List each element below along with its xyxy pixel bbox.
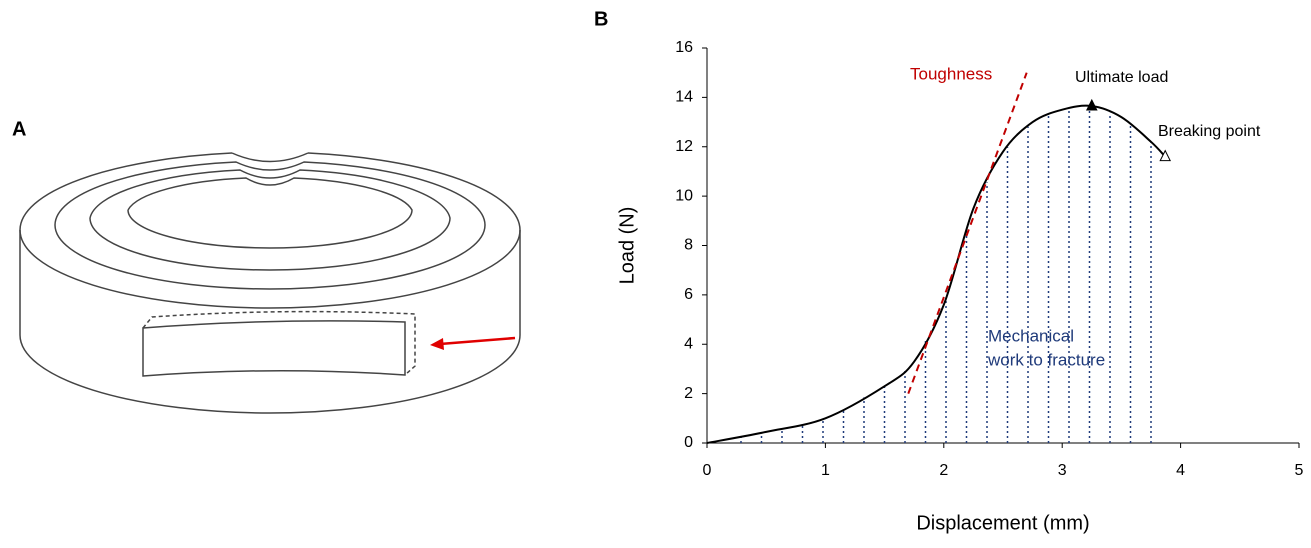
disk-diagram: [19, 152, 521, 414]
marker-label: Ultimate load: [1075, 69, 1168, 86]
x-tick-label: 5: [1295, 462, 1304, 479]
x-tick-label: 3: [1058, 462, 1067, 479]
y-tick-label: 10: [675, 187, 693, 204]
marker: [1159, 149, 1172, 162]
panel-label: A: [12, 118, 26, 140]
area-label: Mechanical: [988, 326, 1074, 345]
y-tick-label: 6: [684, 286, 693, 303]
toughness-line: [907, 72, 1028, 394]
area-label: work to fracture: [987, 350, 1105, 369]
y-tick-label: 12: [675, 138, 693, 155]
x-tick-label: 4: [1176, 462, 1185, 479]
x-axis-title: Displacement (mm): [916, 512, 1089, 534]
y-tick-label: 16: [675, 39, 693, 56]
toughness-label: Toughness: [910, 64, 992, 83]
marker: [1085, 98, 1098, 111]
x-tick-label: 0: [703, 462, 712, 479]
y-axis-title: Load (N): [616, 207, 638, 285]
load-curve: [706, 104, 1166, 444]
y-tick-label: 14: [675, 89, 693, 106]
y-tick-label: 0: [684, 434, 693, 451]
panel-label: B: [594, 8, 608, 30]
x-tick-label: 1: [821, 462, 830, 479]
marker-label: Breaking point: [1158, 123, 1261, 140]
x-tick-label: 2: [939, 462, 948, 479]
y-tick-label: 2: [684, 385, 693, 402]
y-tick-label: 4: [684, 335, 693, 352]
y-tick-label: 8: [684, 237, 693, 254]
